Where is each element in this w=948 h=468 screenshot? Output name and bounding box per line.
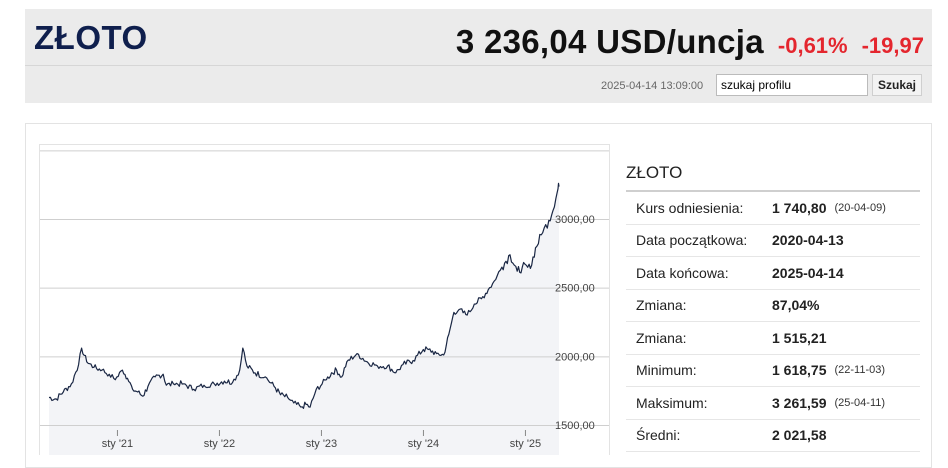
search-input[interactable] <box>716 74 868 96</box>
stat-value: 1 740,80 <box>772 199 827 216</box>
y-tick-label: 2000,00 <box>555 351 595 363</box>
stat-row: Zmiana: 1 515,21 <box>626 322 920 355</box>
price-line <box>48 182 560 409</box>
stat-row: Kurs odniesienia: 1 740,80 (20-04-09) <box>626 192 920 225</box>
stat-value: 2 021,58 <box>772 427 827 444</box>
stat-row: Zmiana: 87,04% <box>626 290 920 322</box>
quote-timestamp: 2025-04-14 13:09:00 <box>601 80 704 92</box>
change-absolute: -19,97 <box>861 33 924 58</box>
stat-label: Data końcowa: <box>636 264 729 281</box>
chart-svg: 1500,00 2000,00 2500,00 3000,00 sty '21 sty '… <box>40 150 609 455</box>
stat-label: Kurs odniesienia: <box>636 199 744 216</box>
search-button[interactable]: Szukaj <box>872 74 922 96</box>
area-fill <box>49 183 559 455</box>
stat-row: Minimum: 1 618,75 (22-11-03) <box>626 355 920 387</box>
stat-value: 2025-04-14 <box>772 264 844 281</box>
stat-date: (25-04-11) <box>834 396 886 409</box>
x-tick-label: sty '24 <box>408 438 439 450</box>
stats-rows: Kurs odniesienia: 1 740,80 (20-04-09) Data … <box>626 192 920 452</box>
stat-date: (20-04-09) <box>834 201 886 214</box>
stat-date: (22-11-03) <box>834 364 886 377</box>
x-tick-label: sty '22 <box>204 438 235 450</box>
header-divider <box>25 65 932 66</box>
stat-value: 1 515,21 <box>772 329 827 346</box>
stat-row: Maksimum: 3 261,59 (25-04-11) <box>626 387 920 420</box>
price-row: 3 236,04 USD/uncja -0,61% -19,97 <box>456 23 924 61</box>
stat-value: 3 261,59 <box>772 394 827 411</box>
x-tick-label: sty '21 <box>102 438 133 450</box>
price-chart: 1500,00 2000,00 2500,00 3000,00 sty '21 sty '… <box>39 144 610 455</box>
stat-row: Data końcowa: 2025-04-14 <box>626 257 920 290</box>
y-tick-label: 2500,00 <box>555 283 595 295</box>
stat-label: Data początkowa: <box>636 232 748 249</box>
y-tick-label: 1500,00 <box>555 420 595 432</box>
stat-row: Data początkowa: 2020-04-13 <box>626 225 920 257</box>
change-percent: -0,61% <box>777 33 848 58</box>
stat-label: Zmiana: <box>636 329 687 346</box>
y-tick-label: 3000,00 <box>555 214 595 226</box>
stat-label: Minimum: <box>636 362 697 379</box>
stats-title: ZŁOTO <box>626 160 920 192</box>
stat-label: Maksimum: <box>636 394 708 411</box>
x-tick-label: sty '23 <box>306 438 337 450</box>
stat-label: Zmiana: <box>636 297 687 314</box>
quote-header: ZŁOTO 3 236,04 USD/uncja -0,61% -19,97 2… <box>25 9 932 103</box>
stats-table: ZŁOTO Kurs odniesienia: 1 740,80 (20-04-09… <box>626 160 920 452</box>
page-title: ZŁOTO <box>34 19 148 56</box>
stat-label: Średni: <box>636 427 681 444</box>
stat-value: 1 618,75 <box>772 362 827 379</box>
stat-value: 2020-04-13 <box>772 232 844 249</box>
current-price: 3 236,04 USD/uncja <box>455 23 764 60</box>
x-tick-label: sty '25 <box>510 438 541 450</box>
stat-row: Średni: 2 021,58 <box>626 420 920 452</box>
stat-value: 87,04% <box>772 297 820 314</box>
